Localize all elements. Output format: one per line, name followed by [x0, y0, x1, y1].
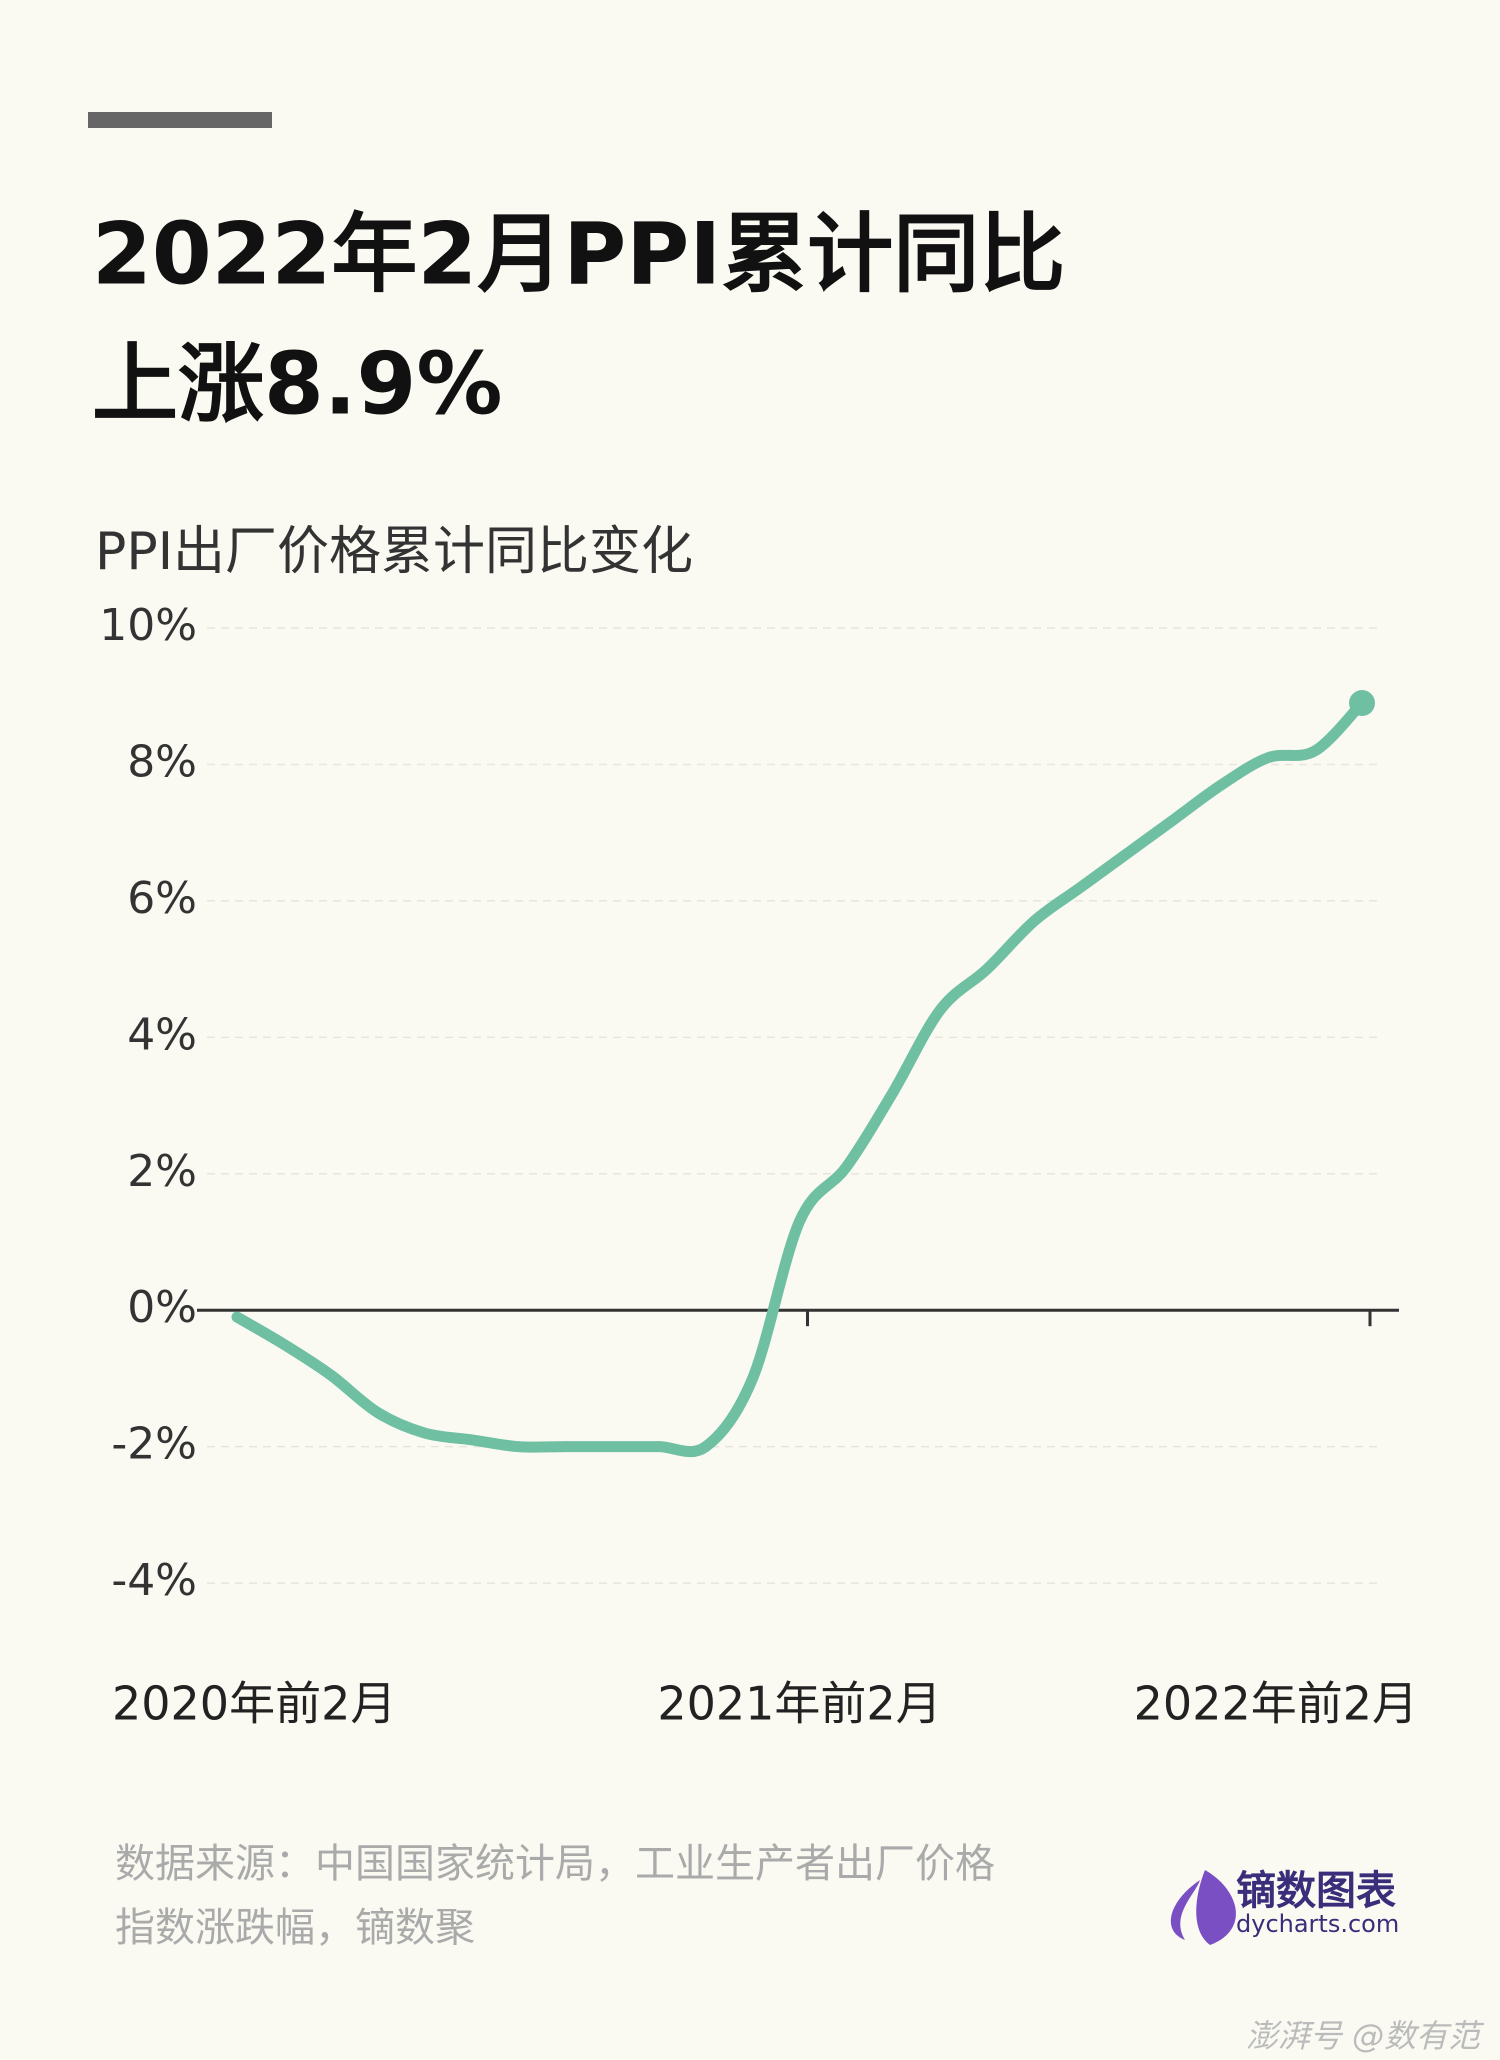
chart-title: 上涨8.9%	[92, 334, 503, 434]
top-bar	[88, 112, 272, 128]
x-tick-label: 2020年前2月	[112, 1677, 396, 1731]
source: 指数涨跌幅，镝数聚	[115, 1905, 475, 1951]
x-tick-label: 2021年前2月	[657, 1677, 941, 1731]
logo-name: 镝数图表	[1236, 1868, 1396, 1914]
logo-icon	[1170, 1870, 1236, 1945]
y-tick-label: 8%	[127, 736, 197, 787]
y-tick-label: 4%	[127, 1009, 197, 1060]
x-tick-label: 2022年前2月	[1134, 1677, 1418, 1731]
data-line	[231, 697, 1368, 1458]
y-tick-label: 0%	[127, 1282, 197, 1333]
y-tick-label: 2%	[127, 1146, 197, 1197]
end-point	[1349, 690, 1375, 717]
y-tick-label: 10%	[99, 600, 197, 651]
y-tick-label: 6%	[127, 873, 197, 924]
chart-title: 2022年2月PPI累计同比	[92, 204, 1065, 304]
y-tick-label: -2%	[111, 1419, 197, 1470]
y-tick-label: -4%	[111, 1555, 197, 1606]
logo-url: dycharts.com	[1236, 1910, 1399, 1938]
watermark: 澎湃号 @数有范	[1246, 2017, 1485, 2055]
source: 数据来源：中国国家统计局，工业生产者出厂价格	[115, 1841, 995, 1887]
chart-subtitle: PPI出厂价格累计同比变化	[95, 522, 693, 582]
